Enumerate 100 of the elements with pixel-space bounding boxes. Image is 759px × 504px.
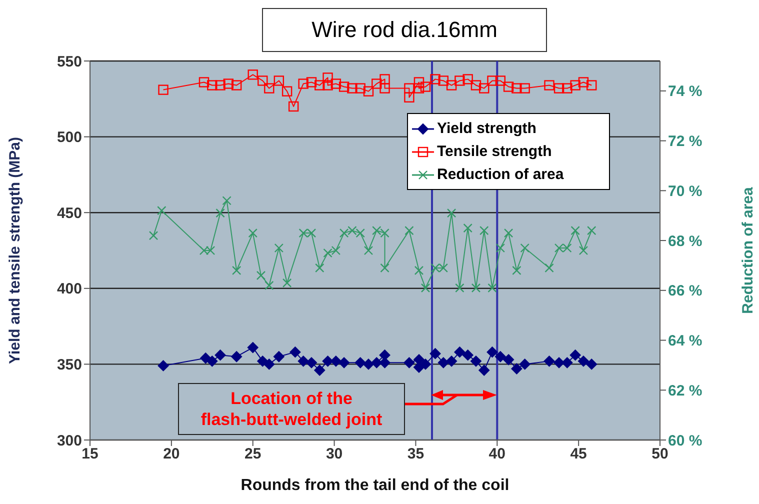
point — [315, 263, 324, 273]
point — [430, 348, 441, 360]
point — [314, 80, 325, 90]
point — [198, 77, 210, 88]
point — [562, 357, 573, 368]
point — [586, 80, 597, 90]
point — [274, 243, 284, 253]
point — [354, 357, 366, 368]
point — [420, 283, 430, 292]
point — [414, 83, 424, 94]
point — [503, 82, 514, 92]
point — [338, 82, 350, 92]
point — [420, 82, 431, 92]
point — [512, 83, 522, 94]
x-axis-title: Rounds from the tail end of the coil — [240, 477, 510, 494]
x-tick-label: 15 — [82, 446, 98, 463]
point — [471, 283, 481, 292]
point — [264, 358, 275, 370]
y-axis-title: Yield and tensile strength (MPa) — [6, 137, 24, 364]
point — [455, 283, 464, 292]
point — [479, 83, 490, 94]
point — [290, 346, 301, 358]
point — [380, 74, 390, 84]
point — [231, 351, 242, 362]
y2-tick-label: 68 % — [668, 232, 702, 250]
point — [404, 357, 415, 368]
point — [438, 76, 448, 86]
point — [503, 354, 514, 366]
y2-tick-label: 72 % — [668, 133, 702, 150]
point — [322, 356, 334, 367]
point — [158, 84, 168, 95]
point — [454, 346, 466, 358]
point — [438, 357, 449, 368]
point — [282, 86, 292, 96]
point — [587, 226, 596, 236]
point — [462, 74, 473, 84]
point — [446, 356, 458, 367]
point — [288, 101, 299, 112]
point — [520, 243, 530, 253]
x-tick-label: 40 — [488, 446, 506, 463]
point — [306, 357, 317, 368]
point — [544, 263, 554, 273]
point — [298, 78, 308, 89]
point — [330, 356, 342, 367]
y2-axis-title: Reduction of area — [739, 186, 756, 314]
point — [504, 228, 514, 238]
point — [372, 78, 382, 89]
y-tick-label: 450 — [56, 204, 82, 222]
point — [404, 83, 414, 94]
point — [454, 76, 465, 86]
point — [157, 206, 166, 216]
legend-label: Yield strength — [437, 120, 536, 137]
chart-title: Wire rod dia.16mm — [262, 8, 547, 52]
point — [570, 226, 580, 236]
point — [470, 80, 482, 90]
y-tick-label: 350 — [56, 356, 82, 374]
point — [248, 70, 258, 80]
point — [338, 357, 350, 368]
point — [554, 83, 564, 94]
point — [330, 78, 342, 89]
y-tick-label: 550 — [56, 53, 82, 70]
point — [231, 80, 242, 90]
point — [282, 278, 292, 288]
point — [215, 80, 226, 90]
point — [264, 280, 274, 290]
point — [404, 226, 414, 236]
point — [544, 356, 555, 367]
point — [222, 196, 232, 206]
x-tick-label: 30 — [326, 446, 343, 463]
x-tick-label: 20 — [163, 446, 180, 463]
point — [495, 76, 506, 86]
y2-tick-label: 62 % — [668, 382, 702, 400]
point — [414, 266, 424, 276]
point — [322, 72, 333, 83]
point — [314, 364, 326, 376]
point — [264, 83, 274, 94]
point — [414, 77, 424, 88]
point — [511, 363, 522, 374]
point — [562, 83, 572, 94]
point — [274, 76, 284, 86]
point — [519, 358, 530, 370]
point — [223, 78, 234, 89]
point — [487, 76, 498, 86]
point — [578, 77, 589, 88]
x-tick-label: 35 — [407, 446, 424, 463]
point — [486, 346, 498, 358]
y2-tick-label: 74 % — [668, 83, 702, 100]
y-tick-label: 500 — [56, 129, 82, 146]
point — [420, 358, 431, 370]
point — [446, 80, 457, 90]
point — [214, 350, 226, 361]
point — [371, 357, 382, 368]
y2-tick-label: 60 % — [668, 432, 702, 450]
point — [496, 243, 505, 253]
legend-label: Tensile strength — [437, 143, 552, 160]
x-tick-label: 45 — [570, 446, 587, 463]
point — [494, 351, 506, 362]
point — [478, 364, 490, 376]
point — [470, 356, 482, 367]
point — [363, 86, 374, 96]
